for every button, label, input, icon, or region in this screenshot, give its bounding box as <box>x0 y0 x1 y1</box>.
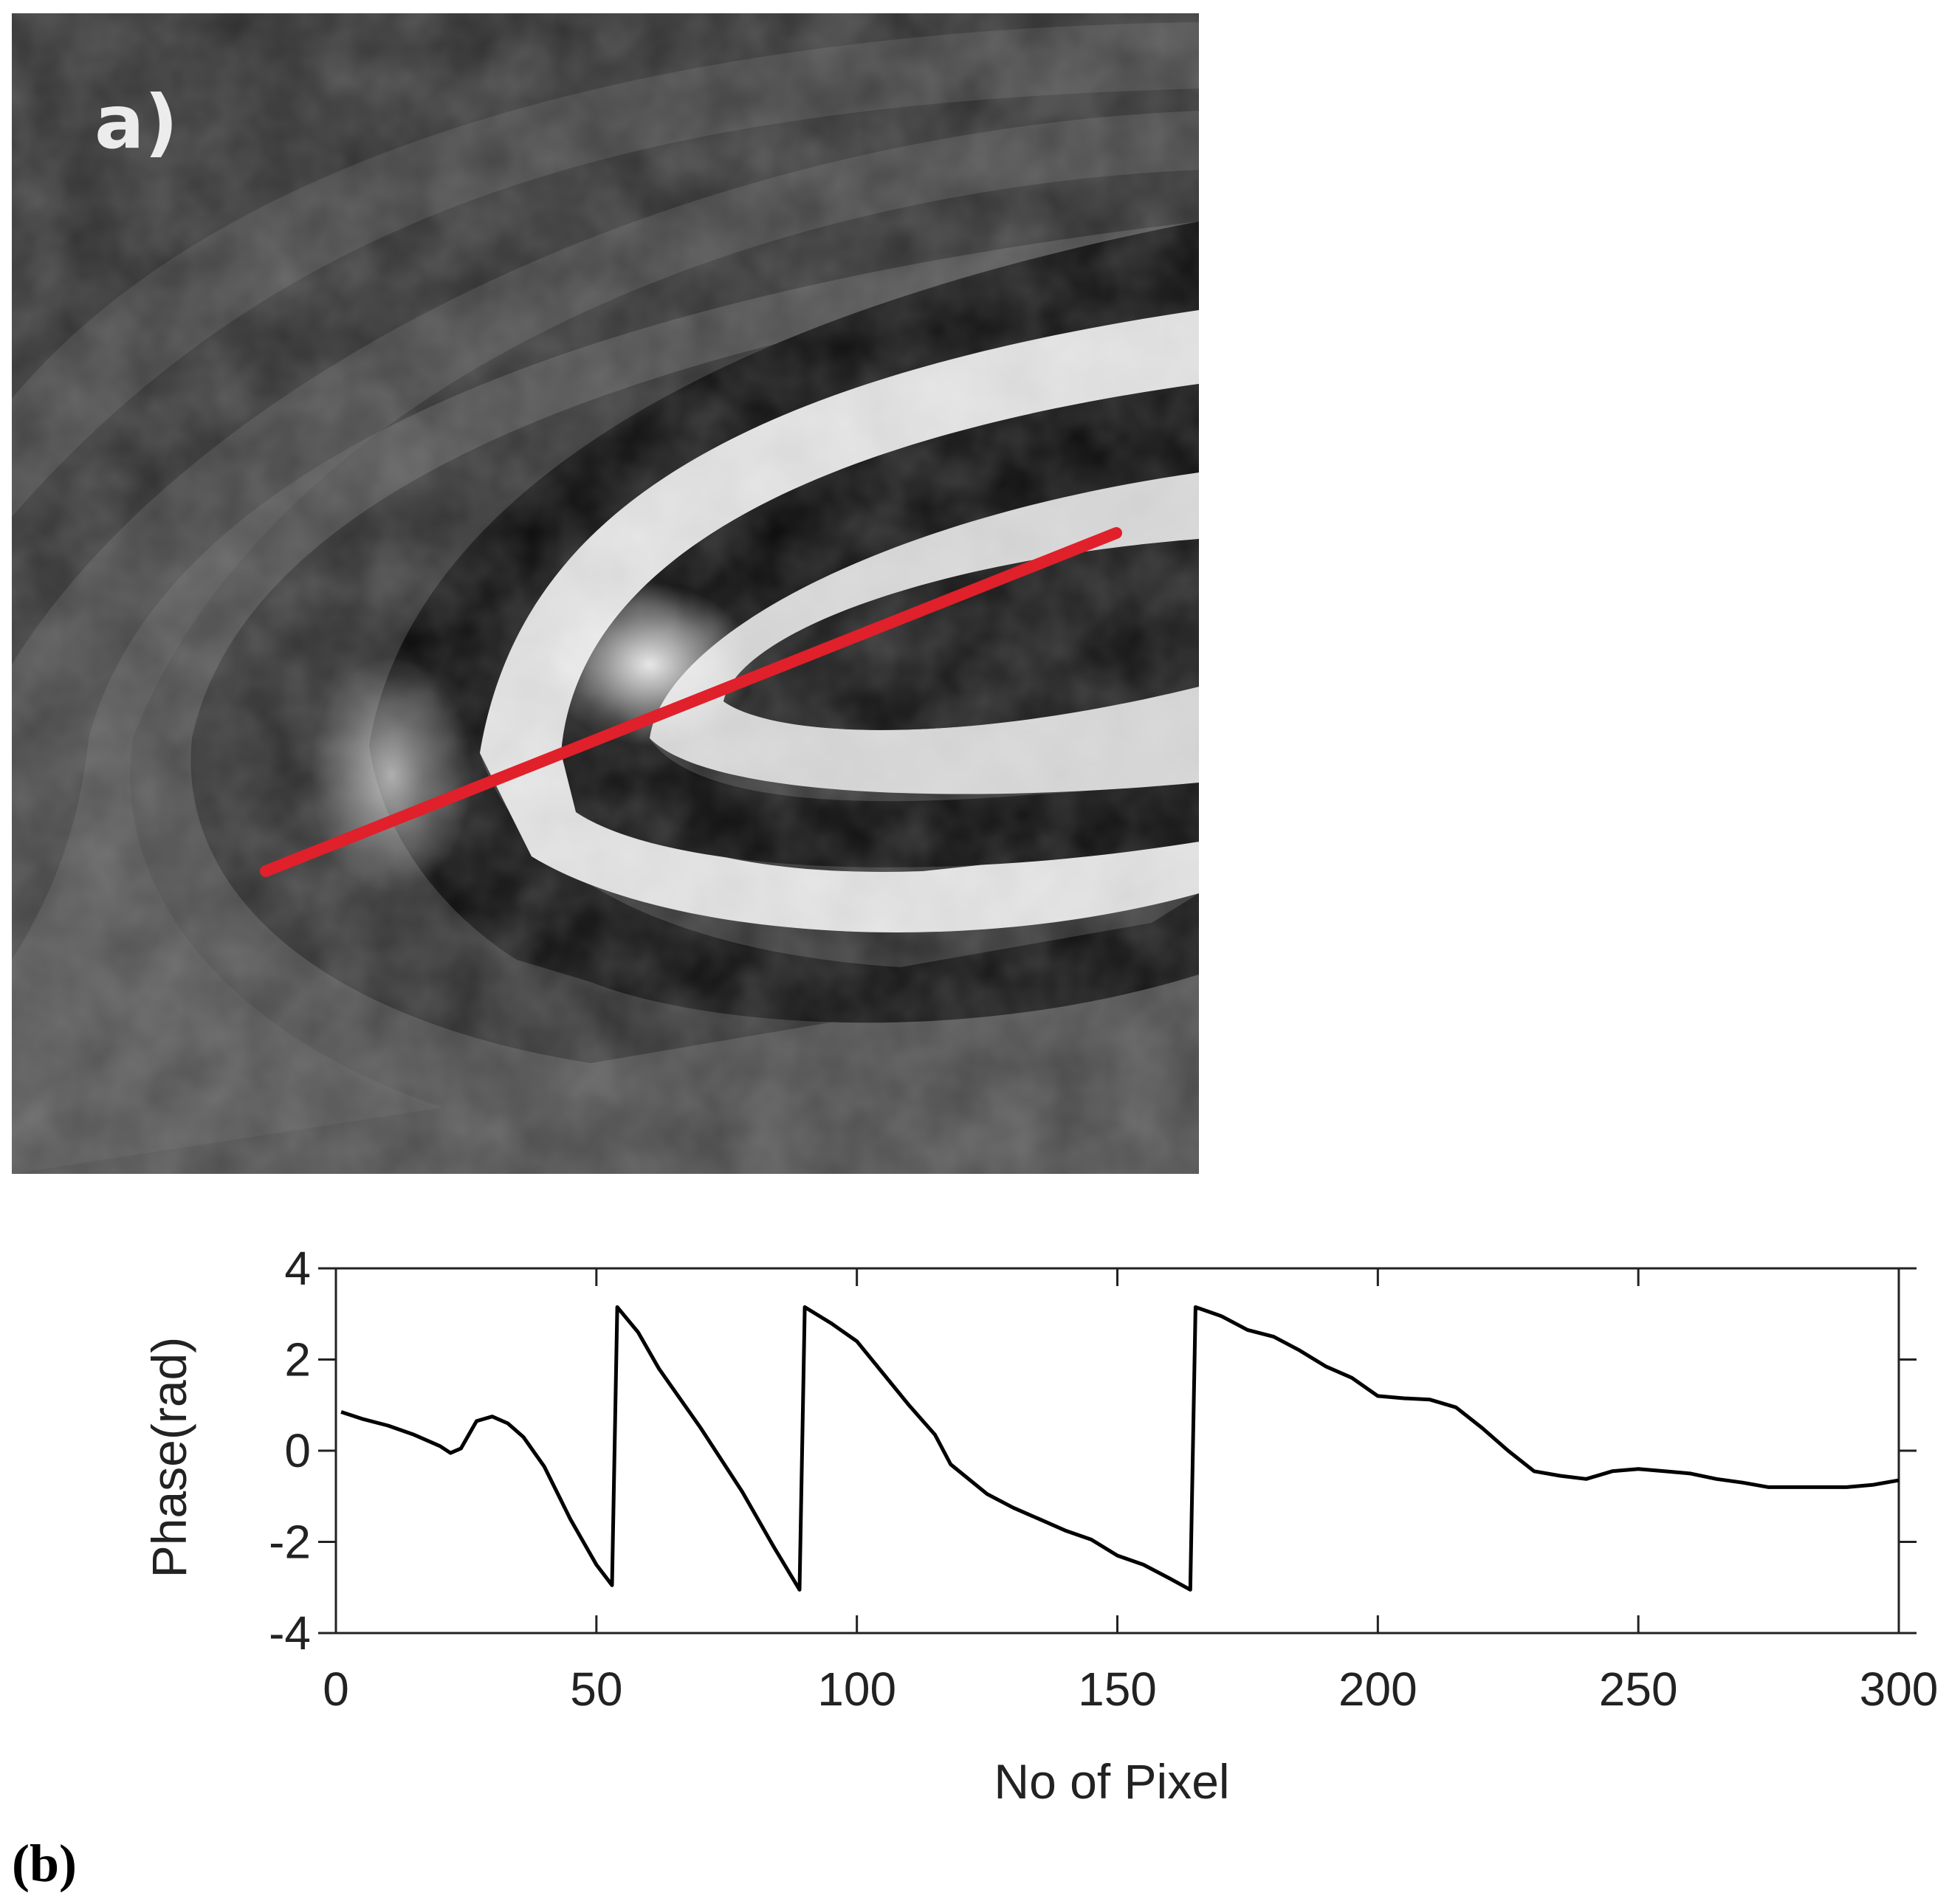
y-tick-label: -4 <box>269 1606 311 1660</box>
y-axis-title: Phase(rad) <box>142 1337 196 1578</box>
x-tick-label: 0 <box>323 1663 349 1716</box>
y-tick-label: 2 <box>284 1333 311 1386</box>
tick-marks <box>318 1267 1917 1635</box>
x-tick-label: 150 <box>1078 1663 1157 1716</box>
x-axis-title: No of Pixel <box>994 1754 1229 1809</box>
x-tick-label: 200 <box>1338 1663 1417 1716</box>
y-tick-label: 4 <box>284 1242 311 1295</box>
y-tick-label: 0 <box>284 1424 311 1477</box>
panel-a-label: a) <box>94 79 178 165</box>
profile-line <box>260 527 1122 877</box>
series-line-phase <box>340 1305 1900 1592</box>
plot-axes <box>334 1267 1900 1635</box>
x-tick-label: 250 <box>1599 1663 1678 1716</box>
panel-b-label: (b) <box>12 1834 77 1893</box>
x-tick-label: 100 <box>817 1663 896 1716</box>
y-tick-label: -2 <box>269 1516 311 1569</box>
x-tick-label: 300 <box>1860 1663 1939 1716</box>
phase-map-image: a) <box>12 13 1199 1174</box>
y-tick-labels: 4 2 0 -2 -4 <box>269 1242 311 1660</box>
x-tick-labels: 0 50 100 150 200 250 300 <box>323 1663 1938 1716</box>
plot-frame <box>334 1267 1900 1635</box>
x-tick-label: 50 <box>570 1663 622 1716</box>
